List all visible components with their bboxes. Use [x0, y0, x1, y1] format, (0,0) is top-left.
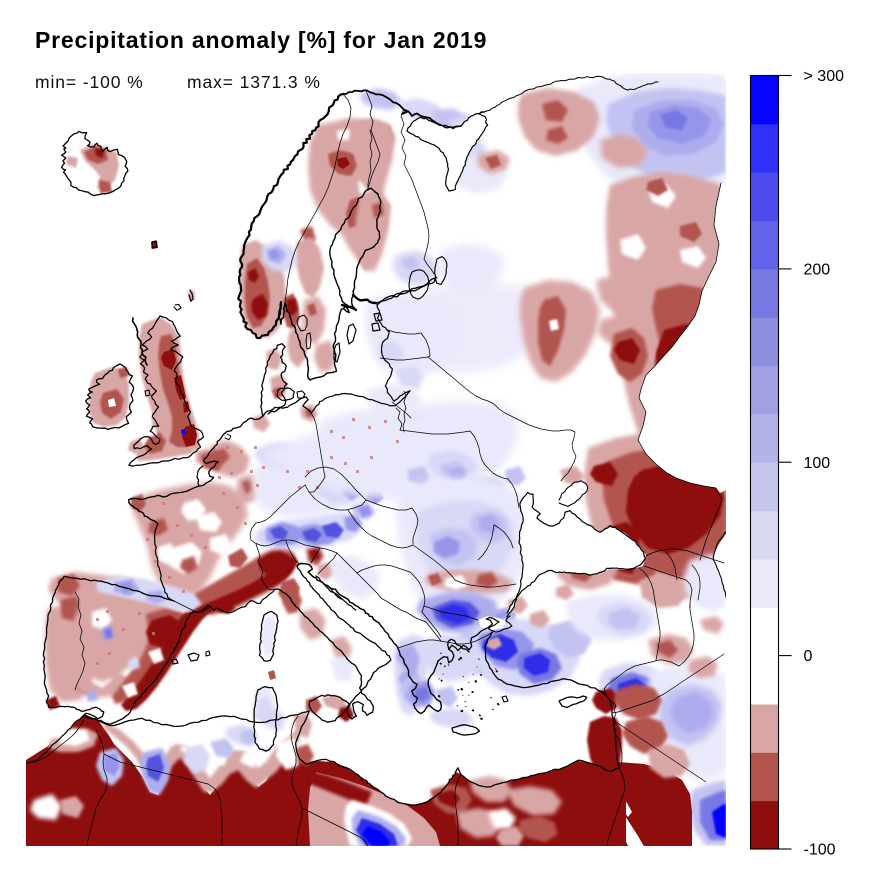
svg-text:0: 0: [804, 648, 813, 665]
svg-text:200: 200: [804, 261, 831, 278]
svg-text:100: 100: [804, 455, 831, 472]
svg-text:-100: -100: [804, 842, 836, 859]
svg-text:> 300: > 300: [804, 68, 845, 85]
